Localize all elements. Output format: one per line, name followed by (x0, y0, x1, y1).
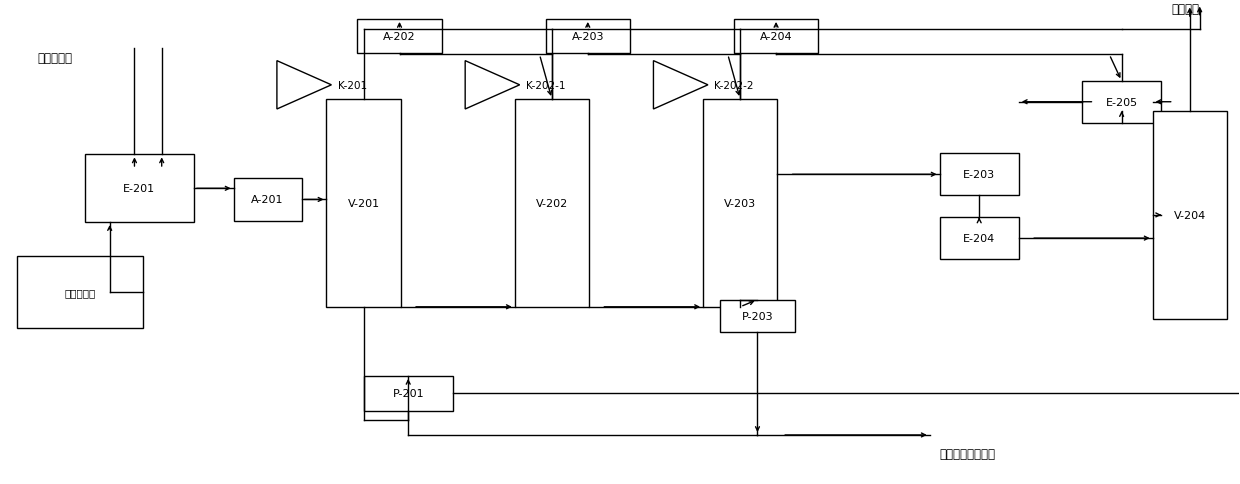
Text: E-201: E-201 (123, 184, 155, 194)
Text: E-205: E-205 (1106, 98, 1138, 107)
Text: P-203: P-203 (742, 311, 774, 321)
Text: A-201: A-201 (252, 195, 284, 205)
Polygon shape (653, 61, 708, 110)
Text: K-201: K-201 (337, 81, 367, 91)
Text: V-201: V-201 (347, 198, 379, 209)
Text: A-202: A-202 (383, 32, 415, 42)
Bar (734, 20, 818, 54)
Text: 精制石脑油: 精制石脑油 (38, 52, 73, 65)
Text: K-202-2: K-202-2 (714, 81, 754, 91)
Text: P-201: P-201 (392, 389, 424, 398)
Bar (515, 100, 589, 307)
Text: 重整反应器: 重整反应器 (64, 287, 95, 297)
Text: 重整油去分馏系统: 重整油去分馏系统 (940, 447, 996, 460)
Bar (703, 100, 777, 307)
Bar (326, 100, 401, 307)
Bar (940, 154, 1019, 196)
Text: A-204: A-204 (760, 32, 792, 42)
Text: V-202: V-202 (536, 198, 568, 209)
Bar (84, 155, 193, 223)
Text: 重整产氢: 重整产氢 (1172, 3, 1199, 16)
Polygon shape (277, 61, 331, 110)
Bar (233, 178, 301, 222)
Text: E-204: E-204 (963, 234, 996, 243)
Bar (363, 376, 453, 411)
Bar (546, 20, 630, 54)
Text: A-203: A-203 (572, 32, 604, 42)
Polygon shape (465, 61, 520, 110)
Bar (17, 257, 143, 328)
Bar (1083, 82, 1162, 123)
Bar (357, 20, 441, 54)
Text: V-203: V-203 (724, 198, 756, 209)
Bar (940, 218, 1019, 259)
Text: K-202-1: K-202-1 (526, 81, 565, 91)
Text: V-204: V-204 (1173, 211, 1205, 220)
Bar (720, 300, 795, 333)
Text: E-203: E-203 (963, 170, 996, 180)
Bar (1153, 112, 1226, 319)
